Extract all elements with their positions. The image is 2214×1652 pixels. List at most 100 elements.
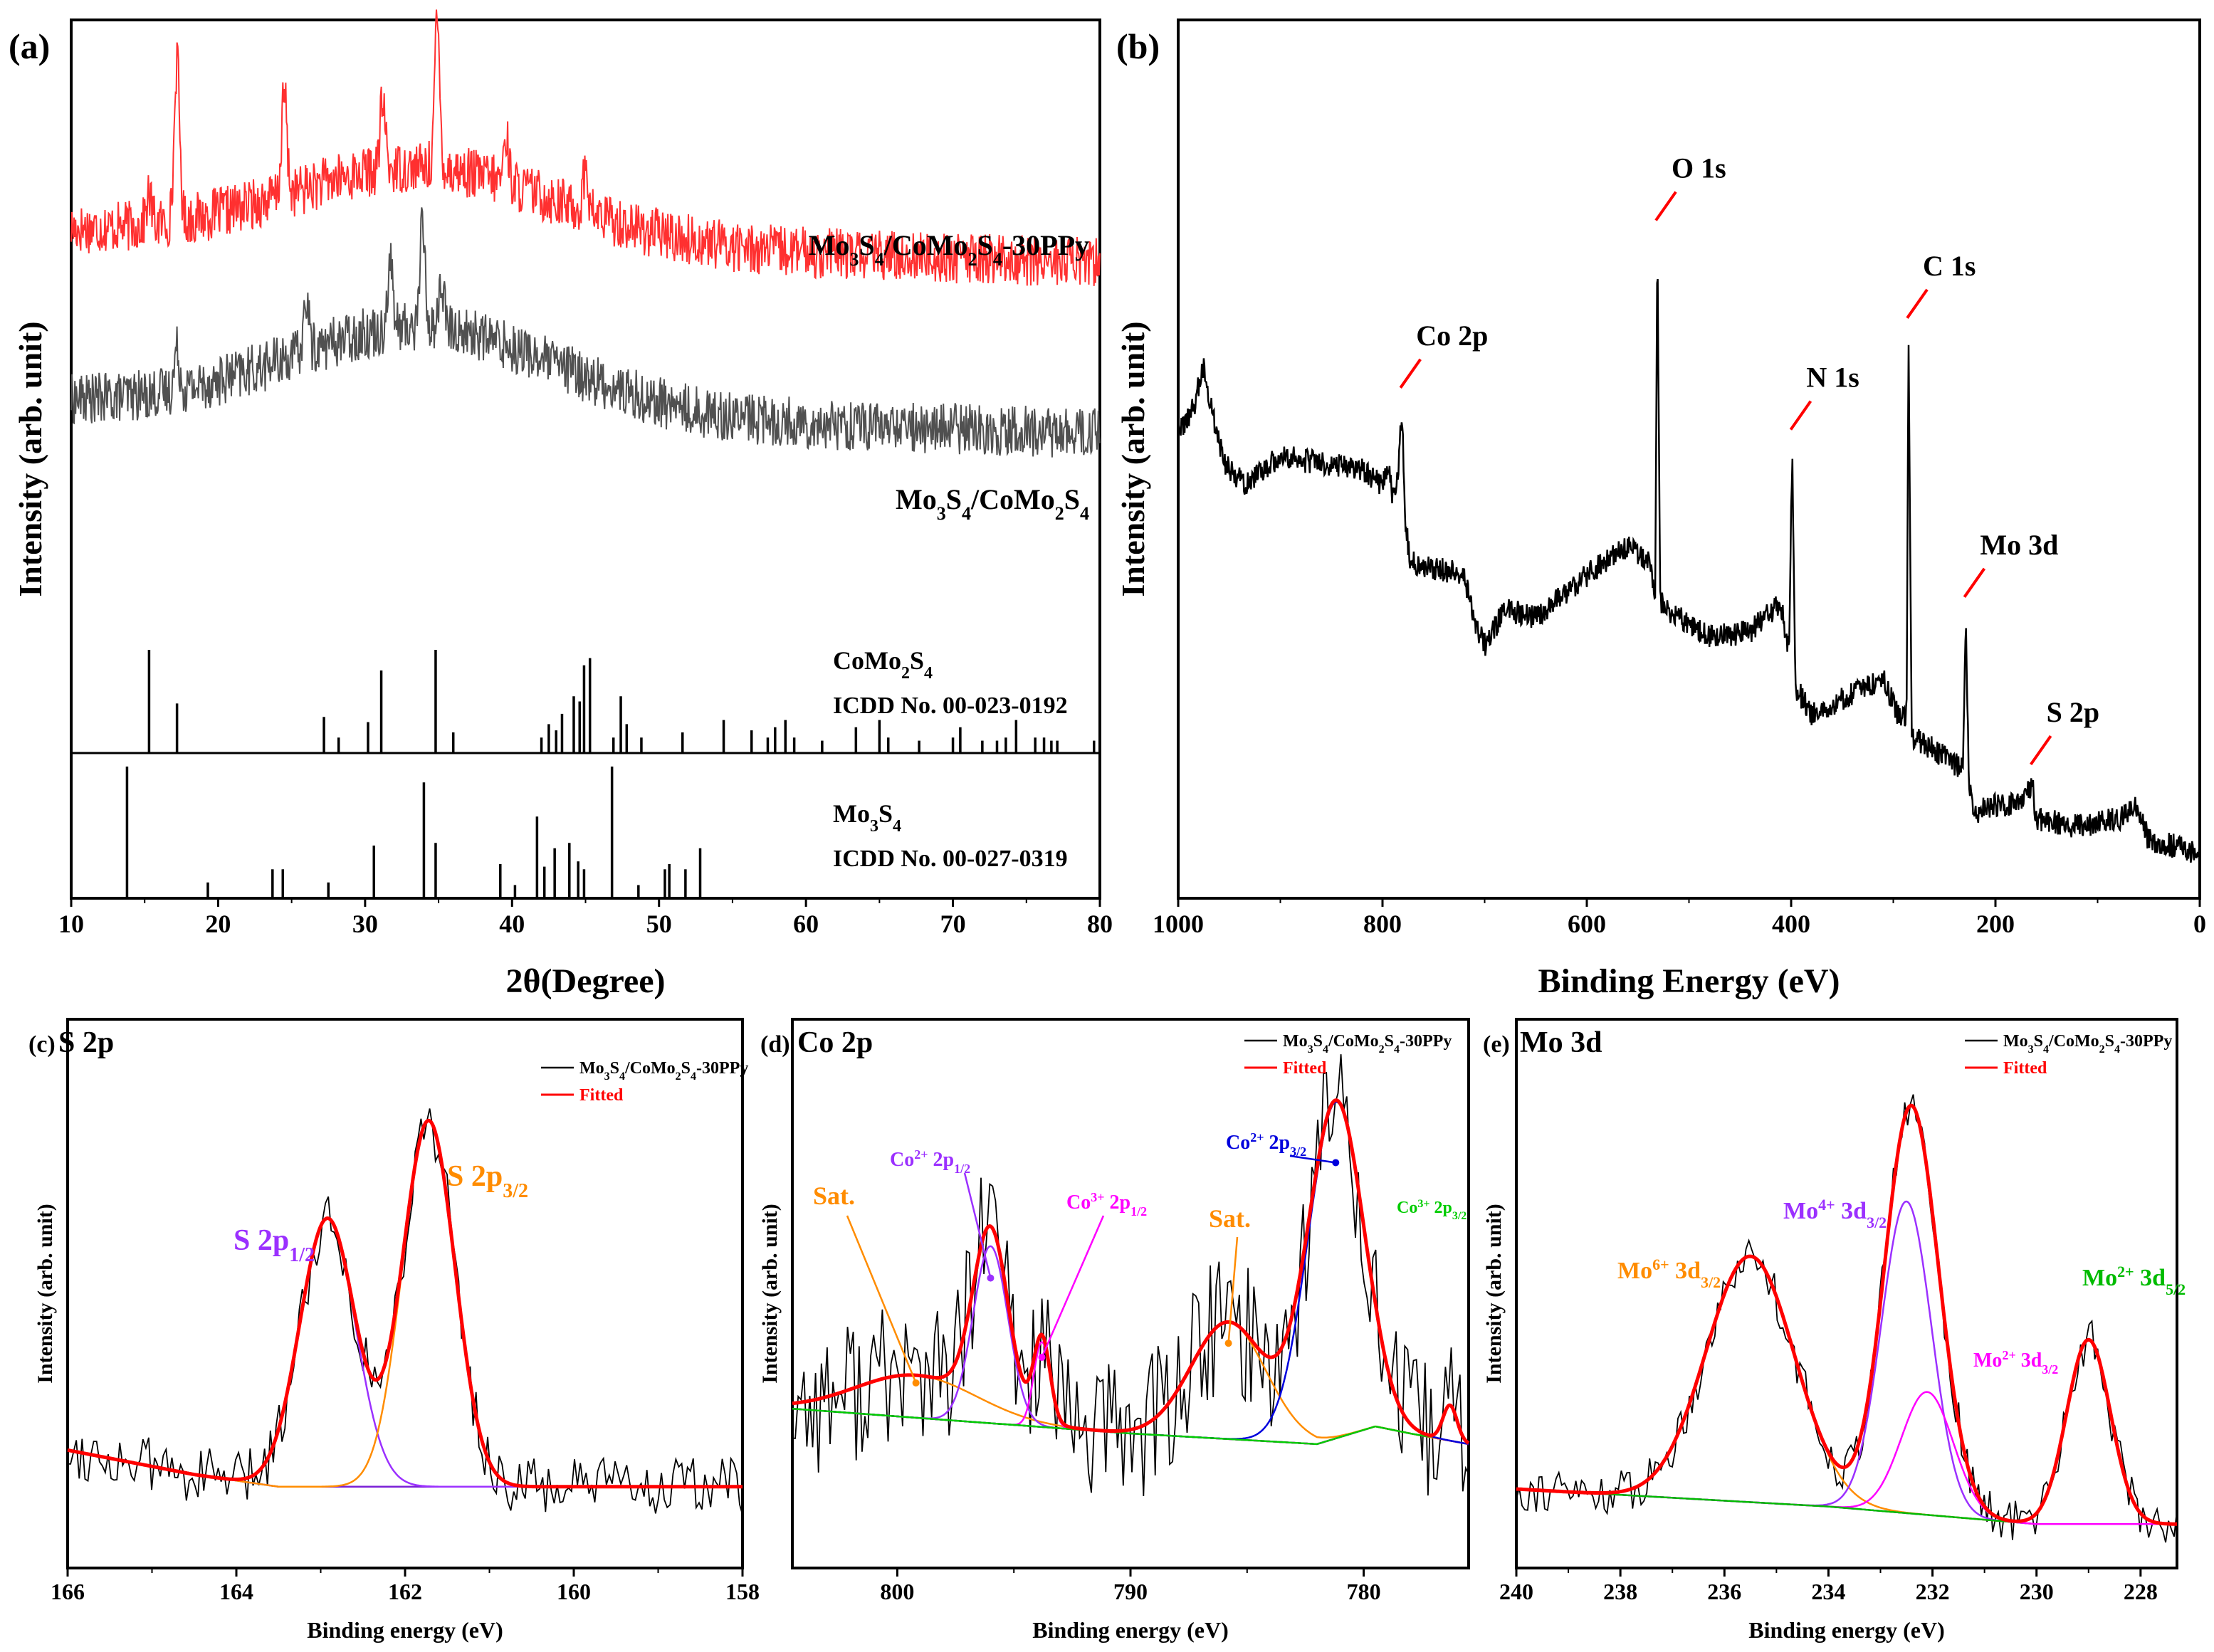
panel-a-x-axis-label: 2θ(Degree) [505,962,665,1000]
panel-b-xps-survey-chart: (b) Co 2p O 1s N 1s C 1s Mo 3d S 2p 1000 800 600 4… [1115,19,2206,1000]
legend-fit-label: Fitted [579,1086,624,1105]
peak-annotation-label: N 1s [1806,362,1859,394]
component-label: Mo2+ 3d5/2 [2082,1263,2186,1298]
fitted-envelope-line [792,1098,1470,1445]
panel-e-mo3d-chart: (e) Mo 3d Mo6+ 3d3/2 Mo4+ 3d3/2 Mo2+ 3d3/2 Mo… [1482,1018,2186,1643]
x-tick-label: 232 [1916,1579,1950,1604]
x-tick-label: 236 [1707,1579,1741,1604]
x-tick-label: 230 [2020,1579,2054,1604]
component-pointer-line [963,1172,992,1278]
raw-data-line [68,1108,743,1515]
panel-a-y-axis-label: Intensity (arb. unit) [12,321,48,596]
raw-data-line [792,1054,1469,1497]
x-tick-label: 10 [58,910,84,938]
x-tick-label: 158 [725,1579,760,1604]
component-label: Sat. [1209,1204,1251,1233]
x-tick-label: 80 [1087,910,1113,938]
reference-card: ICDD No. 00-027-0319 [833,846,1068,872]
x-tick-label: 228 [2124,1579,2158,1604]
peak-marker-line [1906,288,1929,319]
panel-c-s2p-chart: (c) S 2p S 2p1/2 S 2p3/2 Mo3S4/CoMo2S4-30PPy… [28,1018,760,1643]
peak-marker-line [1963,567,1986,598]
legend-data-label: Mo3S4/CoMo2S4-30PPy [579,1059,748,1083]
panel-b-x-axis-label: Binding Energy (eV) [1538,962,1840,1000]
reference-card: ICDD No. 00-023-0192 [833,693,1068,719]
x-tick-label: 50 [646,910,672,938]
panel-c-x-axis-label: Binding energy (eV) [307,1617,503,1643]
series-label: Mo3S4/CoMo2S4 [896,483,1089,524]
peak-marker-line [1654,191,1677,221]
x-tick-label: 162 [388,1579,422,1604]
panel-c-y-axis-label: Intensity (arb. unit) [33,1204,57,1384]
series-mo3s4-comos4-line [70,207,1101,458]
x-tick-label: 60 [793,910,819,938]
peak-annotation-label: O 1s [1672,152,1726,184]
peak-annotation-label: Mo 3d [1980,529,2058,561]
x-tick-label: 800 [880,1579,914,1604]
component-label: Co2+ 2p3/2 [1226,1130,1306,1159]
x-tick-label: 600 [1568,910,1606,938]
x-tick-label: 70 [940,910,966,938]
peak-annotation-label: S 2p [2047,696,2100,728]
panel-a-xrd-chart: (a) Mo3S4/CoMo2S4-30PPy Mo3S4/CoMo2S4 CoMo2… [9,9,1113,1000]
reference-name: CoMo2S4 [833,646,933,683]
panel-e-title: Mo 3d [1520,1026,1602,1059]
x-tick-label: 238 [1603,1579,1637,1604]
x-tick-label: 800 [1363,910,1402,938]
panel-a-label: (a) [9,26,50,66]
x-tick-label: 160 [557,1579,591,1604]
panel-d-label: (d) [760,1031,790,1058]
panel-c-title: S 2p [58,1026,114,1059]
panel-e-y-axis-label: Intensity (arb. unit) [1482,1204,1506,1384]
panel-e-label: (e) [1483,1031,1510,1058]
component-pointer-line [846,1215,917,1384]
series-label: Mo3S4/CoMo2S4-30PPy [809,229,1089,270]
component-pointer-head [912,1379,920,1387]
component-label: Co2+ 2p1/2 [890,1147,970,1176]
component-pointer-head [1332,1159,1340,1167]
survey-spectrum-line [1177,278,2201,863]
legend-fit-label: Fitted [2003,1059,2047,1078]
component-label: S 2p3/2 [447,1160,528,1202]
component-label: Mo4+ 3d3/2 [1783,1196,1887,1231]
component-pointer-line [1041,1215,1105,1358]
component-pointer-line [1289,1154,1336,1164]
panel-b-label: (b) [1116,26,1160,66]
x-tick-label: 400 [1772,910,1810,938]
x-tick-label: 40 [499,910,525,938]
fitted-envelope-line [67,1118,743,1489]
component-pointer-line [1227,1236,1239,1344]
x-tick-label: 1000 [1153,910,1204,938]
x-tick-label: 240 [1499,1579,1533,1604]
panel-d-x-axis-label: Binding energy (eV) [1032,1617,1229,1643]
component-label: Co3+ 2p3/2 [1397,1198,1467,1222]
component-pointer-head [1224,1340,1232,1347]
x-tick-label: 0 [2193,910,2206,938]
peak-marker-line [2030,735,2052,766]
reference-name: Mo3S4 [833,799,901,836]
panel-c-label: (c) [28,1031,56,1058]
component-label: Mo2+ 3d3/2 [1973,1348,2058,1377]
fitted-envelope-line [1516,1103,2177,1526]
x-tick-label: 200 [1976,910,2015,938]
panel-e-x-axis-label: Binding energy (eV) [1748,1617,1945,1643]
x-tick-label: 780 [1347,1579,1381,1604]
panel-d-co2p-chart: (d) Co 2p Sat. Co2+ 2p1/2 Co3+ 2p1/2 Sat. Co2+… [758,1018,1470,1643]
x-tick-label: 20 [205,910,231,938]
component-pointer-head [987,1274,995,1282]
component-label: Mo6+ 3d3/2 [1617,1256,1721,1291]
component-label: S 2p1/2 [234,1224,315,1266]
legend-fit-label: Fitted [1283,1059,1327,1078]
peak-marker-line [1399,358,1422,389]
x-tick-label: 166 [51,1579,85,1604]
peak-annotation-label: Co 2p [1416,320,1488,352]
panel-d-title: Co 2p [797,1026,873,1059]
panel-d-y-axis-label: Intensity (arb. unit) [758,1204,782,1384]
x-tick-label: 164 [219,1579,253,1604]
component-label: Sat. [813,1182,855,1210]
legend-data-label: Mo3S4/CoMo2S4-30PPy [1283,1032,1452,1056]
panel-b-y-axis-label: Intensity (arb. unit) [1115,321,1151,596]
panel-e-frame [1515,1018,2178,1569]
peak-marker-line [1789,400,1812,431]
